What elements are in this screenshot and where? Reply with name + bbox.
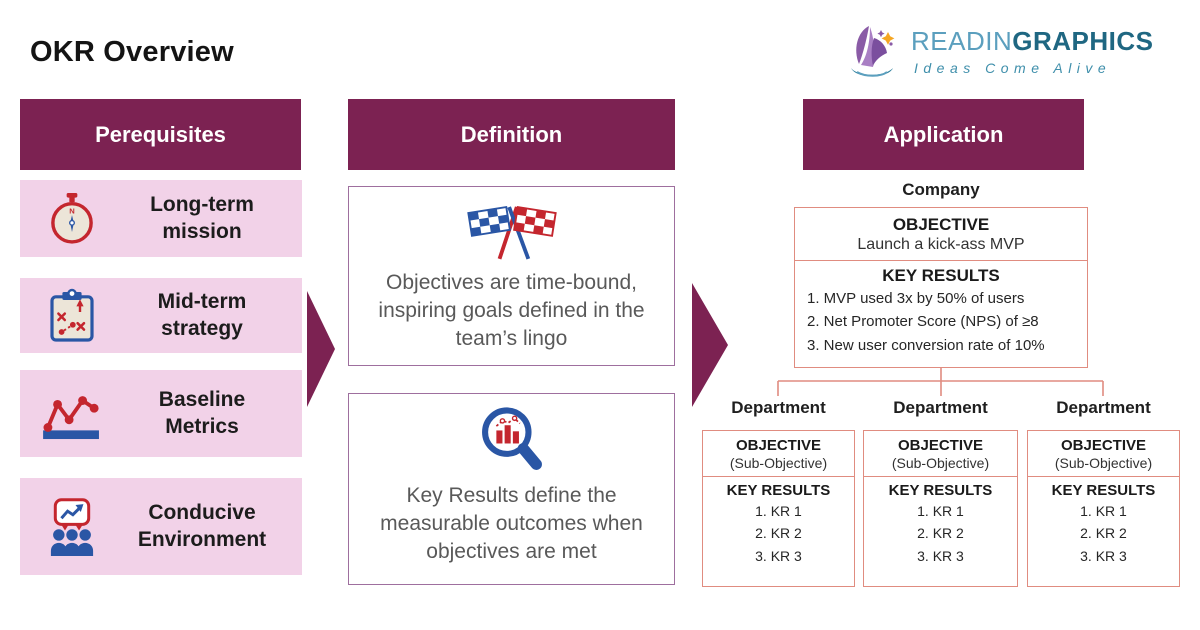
crossed-checkered-flags-icon <box>464 201 560 263</box>
company-okr-box: OBJECTIVE Launch a kick-ass MVP KEY RESU… <box>794 207 1088 368</box>
key-results-definition-text: Key Results define the measurable outcom… <box>380 484 643 563</box>
company-objective-heading: OBJECTIVE <box>892 215 990 234</box>
department-okr-box: OBJECTIVE (Sub-Objective) KEY RESULTS 1.… <box>863 430 1018 587</box>
strategy-board-icon <box>20 288 124 344</box>
department-key-results-heading: KEY RESULTS <box>1051 482 1156 499</box>
flow-arrow-prerequisites-to-definition <box>307 291 338 407</box>
section-divider <box>795 260 1087 261</box>
department-key-result: 1. KR 1 <box>1080 503 1127 519</box>
department-key-result: 3. KR 3 <box>755 547 802 564</box>
readinggraphics-logo: READINGRAPHICS Ideas Come Alive <box>843 20 1154 84</box>
department-key-results-list: 1. KR 1 2. KR 2 3. KR 3 <box>1028 499 1179 567</box>
department-objective-text: (Sub-Objective) <box>1054 455 1153 471</box>
team-discussion-icon <box>20 495 124 559</box>
prereq-item-long-term-mission: N Long-term mission <box>20 180 302 257</box>
department-key-result: 1. KR 1 <box>917 503 964 519</box>
magnifier-bar-chart-icon <box>479 404 545 476</box>
company-label: Company <box>902 180 980 199</box>
department-key-results-heading: KEY RESULTS <box>888 482 993 499</box>
compass-timer-icon: N <box>20 192 124 245</box>
section-divider <box>1028 476 1179 477</box>
department-label: Department <box>893 398 988 417</box>
prereq-label: Baseline Metrics <box>158 388 246 438</box>
department-key-results-list: 1. KR 1 2. KR 2 3. KR 3 <box>864 499 1017 567</box>
department-label: Department <box>731 398 826 417</box>
department-key-results-list: 1. KR 1 2. KR 2 3. KR 3 <box>703 499 854 567</box>
company-key-results-heading: KEY RESULTS <box>882 266 1000 285</box>
page-title: OKR Overview <box>30 36 234 68</box>
department-objective-heading: OBJECTIVE <box>735 437 822 454</box>
logo-text: READINGRAPHICS Ideas Come Alive <box>911 28 1154 76</box>
department-okr-box: OBJECTIVE (Sub-Objective) KEY RESULTS 1.… <box>702 430 855 587</box>
definition-card-objectives: Objectives are time-bound, inspiring goa… <box>348 186 675 366</box>
department-key-result: 3. KR 3 <box>917 547 964 564</box>
brand-name-light: READIN <box>911 26 1013 56</box>
definition-card-key-results: Key Results define the measurable outcom… <box>348 393 675 585</box>
department-key-result: 3. KR 3 <box>1080 547 1127 564</box>
flow-arrow-definition-to-application <box>692 283 731 407</box>
section-divider <box>703 476 854 477</box>
department-objective-text: (Sub-Objective) <box>891 455 990 471</box>
department-key-result: 2. KR 2 <box>917 525 964 542</box>
prereq-label: Mid-term strategy <box>157 290 247 340</box>
company-objective-text: Launch a kick-ass MVP <box>857 236 1025 253</box>
department-key-results-heading: KEY RESULTS <box>726 482 831 499</box>
prereq-label: Conducive Environment <box>137 501 267 551</box>
prereq-item-conducive-environment: Conducive Environment <box>20 478 302 575</box>
section-divider <box>864 476 1017 477</box>
department-label: Department <box>1056 398 1151 417</box>
application-header: Application <box>803 99 1084 170</box>
objectives-definition-text: Objectives are time-bound, inspiring goa… <box>378 271 645 350</box>
department-okr-box: OBJECTIVE (Sub-Objective) KEY RESULTS 1.… <box>1027 430 1180 587</box>
department-key-result: 1. KR 1 <box>755 503 802 519</box>
prerequisites-header: Perequisites <box>20 99 301 170</box>
prereq-item-mid-term-strategy: Mid-term strategy <box>20 278 302 353</box>
company-key-result: 1. MVP used 3x by 50% of users <box>807 290 1025 307</box>
department-key-result: 2. KR 2 <box>755 525 802 542</box>
department-objective-heading: OBJECTIVE <box>897 437 984 454</box>
department-objective-text: (Sub-Objective) <box>729 455 828 471</box>
department-key-result: 2. KR 2 <box>1080 525 1127 542</box>
company-key-results-list: 1. MVP used 3x by 50% of users 2. Net Pr… <box>795 286 1087 357</box>
brand-tagline: Ideas Come Alive <box>914 60 1112 76</box>
prereq-item-baseline-metrics: Baseline Metrics <box>20 370 302 457</box>
metrics-trend-icon <box>20 388 124 440</box>
definition-header: Definition <box>348 99 675 170</box>
company-key-result: 2. Net Promoter Score (NPS) of ≥8 <box>807 313 1039 331</box>
brand-name-bold: GRAPHICS <box>1012 26 1154 56</box>
brand-name: READINGRAPHICS <box>911 28 1154 54</box>
readinggraphics-butterfly-book-icon <box>851 26 895 77</box>
org-tree-connector <box>777 368 1104 396</box>
department-objective-heading: OBJECTIVE <box>1060 437 1147 454</box>
prereq-label: Long-term mission <box>150 193 254 243</box>
company-key-result: 3. New user conversion rate of 10% <box>807 336 1045 354</box>
svg-text:N: N <box>69 206 75 215</box>
